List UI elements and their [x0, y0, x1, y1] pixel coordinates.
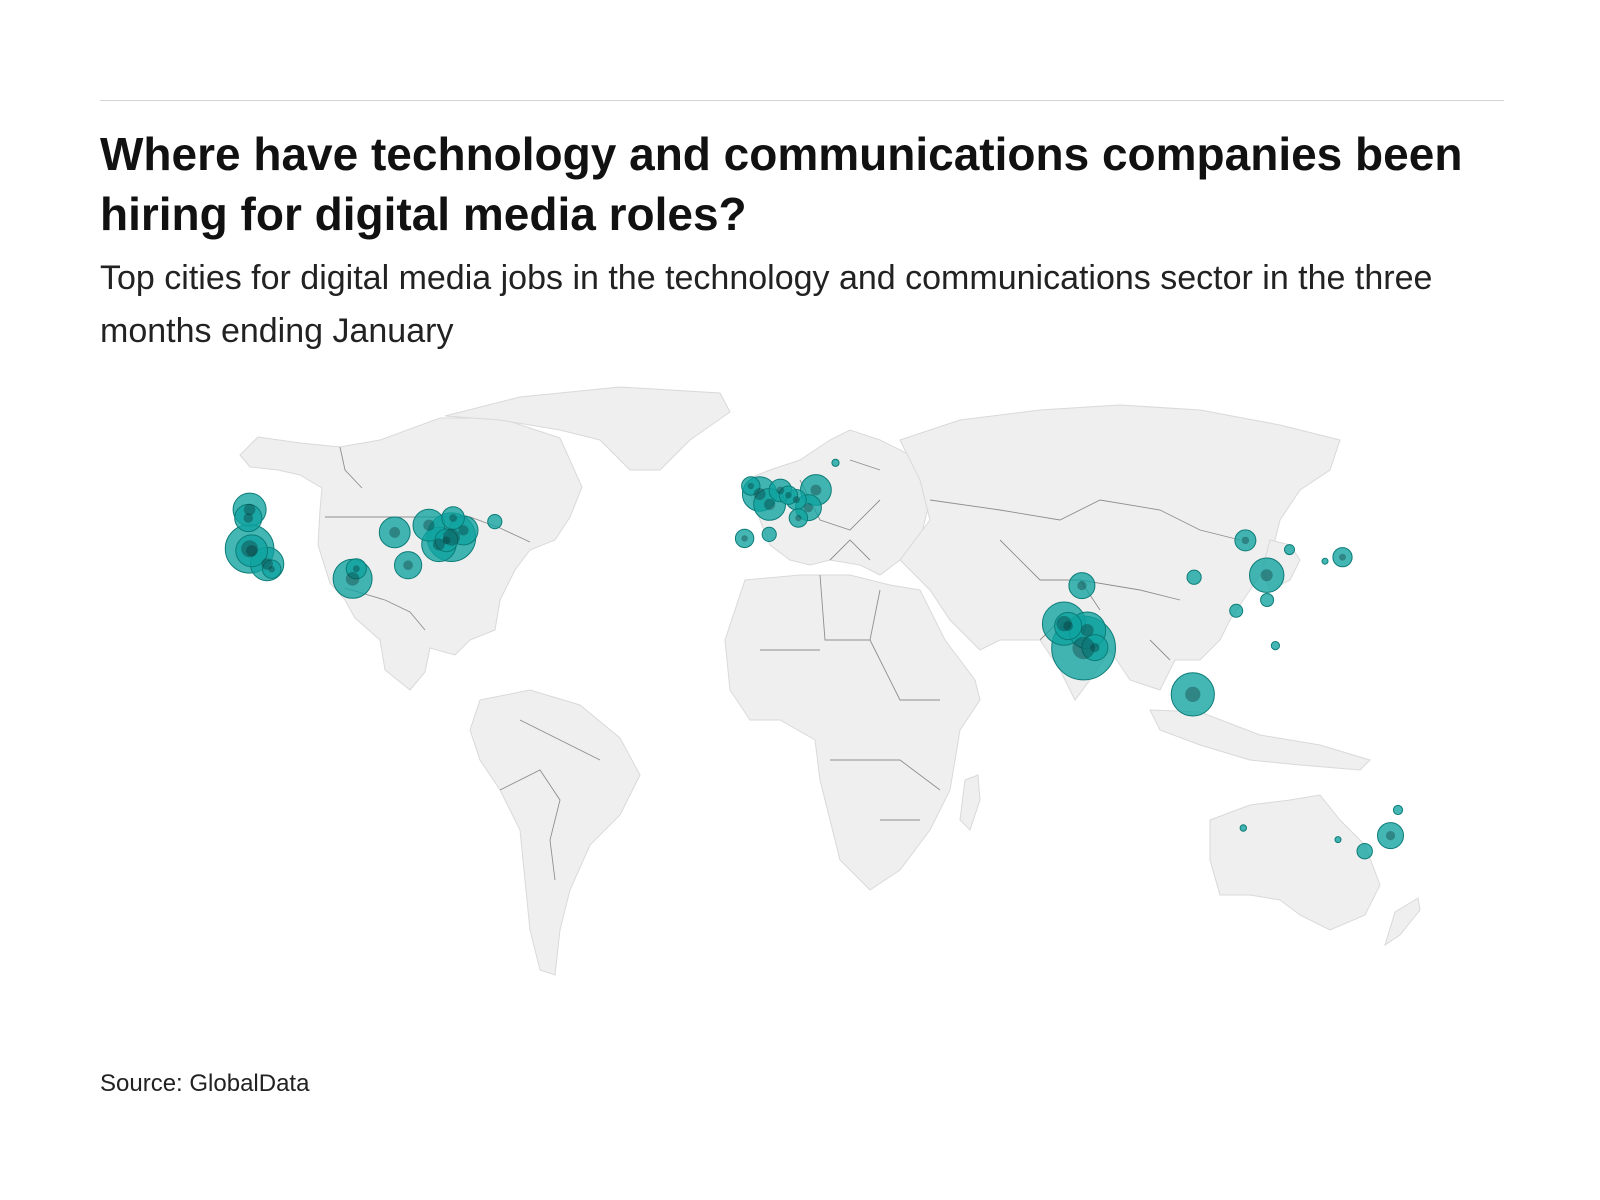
city-bubble-core	[1080, 624, 1094, 637]
city-bubble-core	[442, 528, 460, 546]
city-bubble-core	[1241, 536, 1250, 545]
chart-title: Where have technology and communications…	[100, 128, 1463, 240]
city-bubble-core	[1056, 616, 1072, 632]
city-bubble	[1068, 572, 1096, 600]
city-bubble-core	[753, 488, 766, 500]
land-south-america	[469, 689, 641, 976]
world-map	[224, 386, 1421, 976]
land-australia	[1209, 794, 1381, 931]
city-bubble-core	[352, 565, 360, 573]
border-africa	[760, 574, 941, 821]
city-bubble	[487, 514, 503, 530]
city-bubble	[1260, 593, 1275, 607]
city-bubble	[1332, 547, 1353, 568]
city-bubble-core	[741, 535, 748, 542]
city-bubble	[1081, 634, 1109, 662]
city-bubble-core	[1090, 643, 1100, 653]
city-bubble-core	[449, 514, 457, 522]
city-bubble-core	[345, 572, 360, 586]
city-bubble	[441, 506, 465, 530]
city-bubble	[1054, 611, 1083, 641]
city-bubble	[434, 528, 459, 553]
city-bubble	[1392, 804, 1404, 816]
city-bubble	[1186, 569, 1202, 585]
city-bubble-core	[792, 496, 800, 504]
land-madagascar	[959, 774, 981, 831]
city-bubble-core	[261, 558, 273, 570]
city-bubble-core	[432, 538, 445, 551]
city-bubble-core	[1185, 686, 1201, 703]
border-south-america	[499, 719, 601, 881]
city-bubble	[831, 458, 840, 467]
city-bubble-core	[442, 536, 451, 545]
city-bubble	[262, 559, 282, 579]
border-asia	[929, 499, 1241, 661]
city-bubble-core	[795, 514, 802, 522]
land-greenland	[444, 386, 731, 471]
city-bubble	[1321, 557, 1329, 565]
city-bubble	[394, 551, 423, 580]
land-asia	[899, 404, 1341, 701]
city-bubble-core	[389, 527, 401, 538]
land-indonesia	[1149, 709, 1371, 771]
city-bubble	[1284, 544, 1295, 556]
city-bubble-core	[1063, 621, 1073, 631]
city-bubble-core	[1260, 569, 1273, 582]
city-bubble-core	[458, 525, 469, 536]
city-bubble-core	[1339, 553, 1346, 561]
city-bubble	[1239, 824, 1248, 832]
city-bubble	[1170, 672, 1215, 717]
city-bubble-core	[785, 492, 792, 499]
city-bubble	[378, 516, 411, 549]
land-africa	[724, 574, 981, 891]
city-bubble	[1229, 603, 1244, 618]
city-bubble-core	[803, 503, 814, 513]
city-bubble	[1377, 822, 1404, 850]
city-bubble-core	[776, 486, 785, 495]
city-bubble-core	[747, 482, 754, 490]
city-bubble-core	[243, 503, 256, 516]
country-borders	[325, 446, 1241, 881]
city-bubble	[788, 508, 809, 528]
city-bubble	[741, 476, 761, 496]
city-bubble	[235, 534, 269, 568]
city-bubble	[1356, 843, 1373, 860]
city-bubble	[1234, 529, 1257, 552]
city-bubble	[234, 503, 263, 533]
landmasses	[239, 386, 1421, 976]
border-alaska	[339, 446, 363, 489]
city-bubble	[1334, 836, 1342, 844]
city-bubble-core	[243, 513, 254, 523]
city-bubble-core	[1072, 636, 1095, 660]
city-bubble-core	[268, 566, 275, 573]
source-note: Source: GlobalData	[100, 1070, 310, 1097]
city-bubble-core	[1077, 581, 1087, 591]
city-bubble	[1270, 641, 1281, 651]
city-bubbles	[224, 458, 1404, 860]
city-bubble	[761, 526, 777, 543]
city-bubble	[734, 528, 755, 549]
top-rule	[100, 100, 1504, 101]
city-bubble	[345, 558, 367, 580]
chart-subtitle: Top cities for digital media jobs in the…	[100, 259, 1433, 350]
city-bubble-core	[241, 540, 259, 558]
city-bubble-core	[1385, 831, 1396, 841]
city-bubble-core	[423, 519, 435, 531]
land-new-zealand	[1384, 897, 1421, 947]
city-bubble-core	[403, 560, 413, 570]
city-bubble-core	[246, 545, 258, 557]
city-bubble	[778, 485, 799, 505]
city-bubble-core	[764, 498, 776, 510]
city-bubble	[1249, 557, 1285, 593]
city-bubble-core	[810, 484, 822, 496]
